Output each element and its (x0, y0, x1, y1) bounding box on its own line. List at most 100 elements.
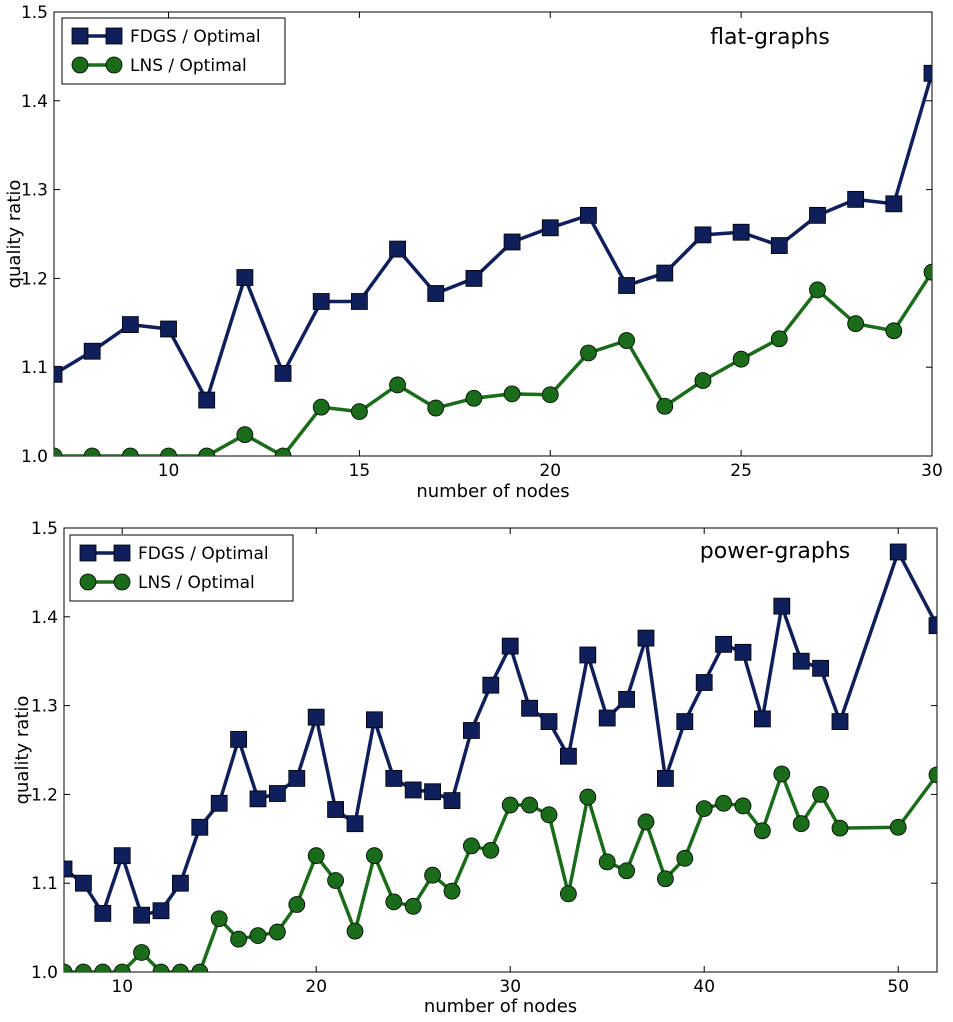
data-point (923, 64, 932, 82)
data-point (462, 722, 480, 739)
data-point (427, 285, 445, 302)
data-point (424, 783, 442, 801)
legend-marker (79, 544, 97, 562)
data-point (236, 269, 254, 286)
data-point (754, 710, 771, 728)
data-point (579, 788, 597, 806)
legend-entry: LNS / Optimal (138, 573, 255, 593)
data-point (885, 195, 903, 213)
data-point (657, 770, 674, 787)
data-point (676, 713, 694, 730)
data-point (191, 963, 209, 972)
data-point (618, 862, 635, 880)
data-point (734, 797, 752, 815)
data-point (889, 818, 907, 836)
data-point (889, 543, 907, 561)
data-point (113, 847, 131, 865)
x-tick-label: 30 (921, 461, 943, 481)
data-point (365, 847, 383, 865)
y-axis-label: quality ratio (12, 696, 33, 805)
data-point (792, 815, 810, 833)
legend: FDGS / Optimal LNS / Optimal (69, 534, 294, 602)
y-tick-label: 1.5 (21, 3, 48, 23)
data-point (732, 223, 750, 241)
data-point (540, 806, 558, 824)
data-point (560, 885, 577, 903)
data-point (831, 713, 849, 730)
data-point (389, 240, 406, 258)
data-point (443, 882, 461, 900)
chart-panel-2: 10 20 30 40 50 1.0 1.1 1.2 1.3 1.4 1.5 number of no… (12, 519, 938, 1017)
data-point (503, 385, 521, 403)
y-tick-label: 1.5 (31, 519, 58, 539)
data-point (695, 800, 713, 818)
data-point (521, 699, 538, 717)
data-point (694, 226, 712, 244)
data-point (198, 391, 216, 409)
data-point (268, 923, 286, 941)
data-point (54, 365, 63, 383)
data-point (327, 872, 345, 889)
legend-marker (79, 573, 97, 591)
data-point (579, 646, 597, 664)
data-point (695, 674, 713, 691)
data-point (75, 963, 92, 972)
data-point (133, 906, 151, 924)
data-point (580, 206, 597, 224)
series-1 (64, 543, 937, 924)
legend-entry: LNS / Optimal (130, 56, 247, 76)
data-point (482, 841, 500, 859)
panel-annotation: flat-graphs (710, 25, 830, 50)
data-point (424, 866, 442, 884)
data-point (191, 818, 209, 836)
legend: FDGS / Optimal LNS / Optimal (61, 17, 286, 85)
legend-entry: FDGS / Optimal (130, 27, 261, 47)
series-line (54, 271, 932, 456)
data-point (171, 874, 189, 892)
data-point (541, 219, 559, 237)
data-point (809, 281, 826, 299)
data-point (792, 652, 810, 670)
data-point (732, 350, 750, 368)
data-point (230, 730, 248, 748)
legend-marker (105, 56, 123, 74)
x-tick-label: 20 (539, 461, 561, 481)
data-point (656, 397, 674, 415)
data-point (462, 837, 480, 855)
data-point (831, 819, 849, 837)
data-point (152, 963, 170, 972)
data-point (312, 293, 330, 310)
data-point (350, 403, 368, 421)
data-point (501, 637, 519, 655)
data-point (465, 269, 483, 287)
data-point (274, 447, 292, 456)
data-point (715, 794, 732, 812)
data-point (54, 447, 63, 456)
legend-box (61, 17, 286, 85)
data-point (847, 190, 865, 208)
x-tick-label: 10 (158, 461, 180, 481)
x-tick-label: 20 (305, 977, 327, 997)
data-point (346, 815, 364, 833)
x-tick-label: 50 (887, 977, 909, 997)
data-point (501, 796, 519, 814)
y-tick-label: 1.4 (21, 92, 48, 112)
x-tick-label: 30 (499, 977, 521, 997)
data-point (637, 813, 655, 831)
data-point (389, 376, 406, 394)
data-point (249, 927, 267, 944)
data-point (236, 426, 254, 444)
data-point (172, 963, 189, 972)
data-point (770, 330, 788, 348)
y-tick-label: 1.0 (21, 447, 48, 467)
data-point (598, 709, 616, 727)
data-point (443, 792, 461, 810)
data-point (657, 870, 674, 888)
y-tick-label: 1.3 (31, 697, 58, 717)
data-point (598, 853, 616, 871)
data-point (307, 708, 325, 726)
x-tick-label: 40 (693, 977, 715, 997)
chart-panel-1: 10 15 20 25 30 1.0 1.1 1.2 1.3 1.4 1.5 number of no… (4, 3, 943, 502)
y-tick-label: 1.3 (21, 181, 48, 201)
